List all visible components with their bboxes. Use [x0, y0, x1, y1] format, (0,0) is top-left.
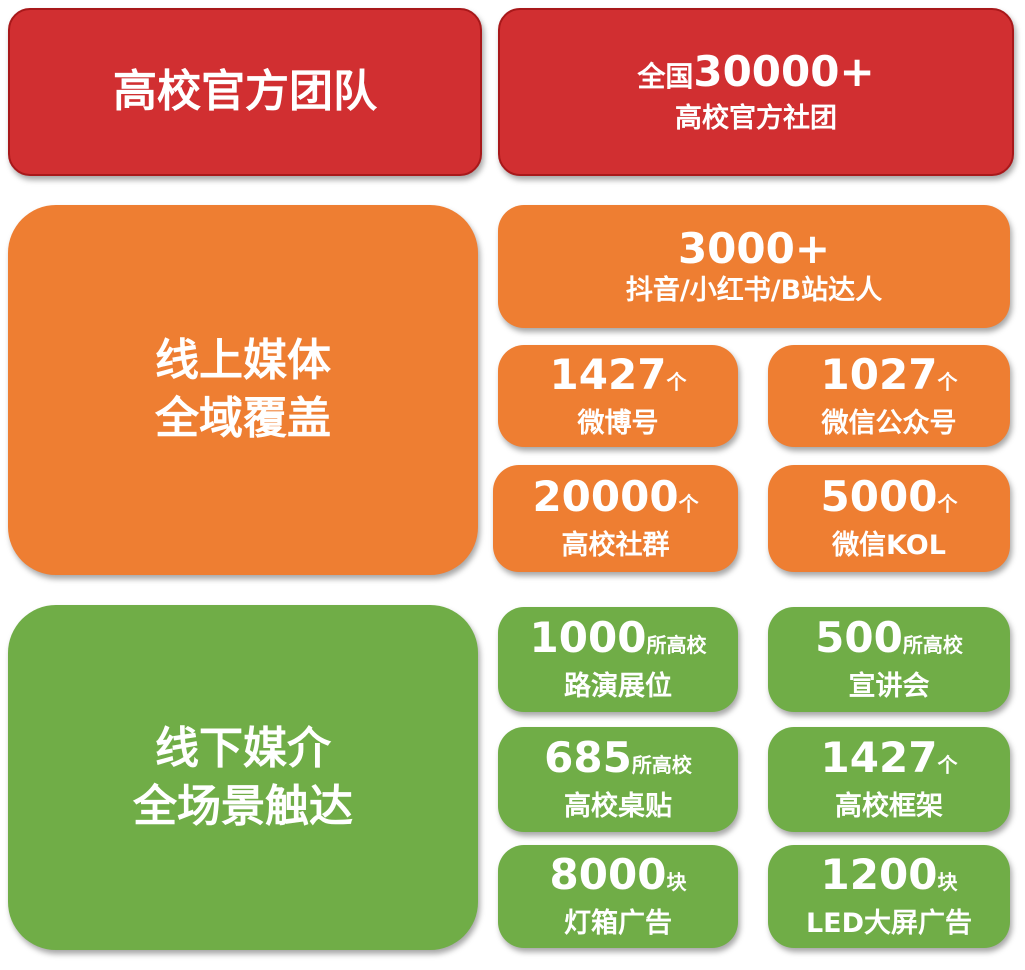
- stat-label: 高校框架: [835, 791, 943, 822]
- section-title-box: 线上媒体 全域覆盖: [8, 205, 478, 575]
- stat-number-row: 1000所高校: [530, 614, 707, 669]
- stat-label: 高校官方社团: [675, 102, 837, 134]
- stat-number-row: 8000块: [550, 851, 687, 906]
- stat-box: 1427个 微博号: [498, 345, 738, 447]
- stat-label: 灯箱广告: [564, 908, 672, 939]
- stat-box: 1000所高校 路演展位: [498, 607, 738, 712]
- stat-box: 5000个 微信KOL: [768, 465, 1010, 572]
- stat-number-row: 3000+: [677, 223, 831, 273]
- stat-number-row: 全国30000+: [637, 46, 875, 101]
- section-title: 高校官方团队: [113, 66, 377, 117]
- stat-label: 宣讲会: [848, 671, 930, 702]
- stat-number-row: 1027个: [820, 349, 958, 406]
- stat-label: LED大屏广告: [805, 908, 973, 939]
- stat-unit: 块: [666, 870, 687, 894]
- stat-box: 685所高校 高校桌贴: [498, 727, 738, 832]
- stat-number: 500: [815, 613, 903, 662]
- stat-label: 微信公众号: [821, 407, 957, 439]
- stat-unit: 个: [666, 369, 687, 394]
- stat-box: 1200块 LED大屏广告: [768, 845, 1010, 948]
- section-title-box: 高校官方团队: [8, 8, 482, 176]
- stat-number: 1427: [549, 349, 667, 399]
- stat-unit: 个: [937, 492, 958, 516]
- stat-number: 8000: [549, 850, 667, 899]
- stat-box: 20000个 高校社群: [493, 465, 738, 572]
- stat-label: 微信KOL: [832, 530, 946, 561]
- stat-prefix: 全国: [637, 59, 694, 93]
- stat-unit: 所高校: [631, 753, 692, 777]
- stat-label: 路演展位: [564, 671, 672, 702]
- stat-unit: 所高校: [902, 633, 963, 657]
- stat-box: 全国30000+ 高校官方社团: [498, 8, 1014, 176]
- stat-number: 30000+: [693, 46, 875, 96]
- stat-box: 500所高校 宣讲会: [768, 607, 1010, 712]
- stat-box: 1027个 微信公众号: [768, 345, 1010, 447]
- stat-number-row: 1427个: [821, 734, 958, 789]
- stat-number: 685: [544, 733, 632, 782]
- stat-number: 20000: [532, 472, 679, 521]
- stat-unit: 个: [937, 369, 958, 394]
- section-title: 线下媒介: [155, 722, 331, 774]
- stat-label: 高校社群: [561, 530, 670, 561]
- stat-number-row: 500所高校: [815, 614, 963, 669]
- stat-number: 3000+: [677, 223, 831, 273]
- stat-number-row: 1427个: [549, 349, 687, 406]
- stat-box: 8000块 灯箱广告: [498, 845, 738, 948]
- stat-unit: 块: [937, 870, 958, 894]
- section-title: 全域覆盖: [155, 393, 331, 444]
- stat-number-row: 5000个: [821, 473, 958, 528]
- section-title: 线上媒体: [155, 335, 331, 386]
- stat-number: 1200: [820, 850, 938, 899]
- stat-unit: 个: [678, 492, 699, 516]
- stat-box: 1427个 高校框架: [768, 727, 1010, 832]
- stat-number: 1427: [820, 733, 938, 782]
- stat-label: 微博号: [577, 407, 659, 439]
- section-title: 全场景触达: [133, 780, 353, 832]
- stat-label: 抖音/小红书/B站达人: [625, 274, 883, 306]
- stat-unit: 所高校: [646, 633, 707, 657]
- stat-number: 1027: [820, 349, 938, 399]
- stat-number: 1000: [529, 613, 647, 662]
- stat-number-row: 685所高校: [544, 734, 692, 789]
- stat-label: 高校桌贴: [564, 791, 672, 822]
- section-title-box: 线下媒介 全场景触达: [8, 605, 478, 950]
- stat-number: 5000: [820, 472, 938, 521]
- stat-number-row: 1200块: [821, 851, 958, 906]
- stat-number-row: 20000个: [532, 473, 698, 528]
- stat-box: 3000+ 抖音/小红书/B站达人: [498, 205, 1010, 328]
- stat-unit: 个: [937, 753, 958, 777]
